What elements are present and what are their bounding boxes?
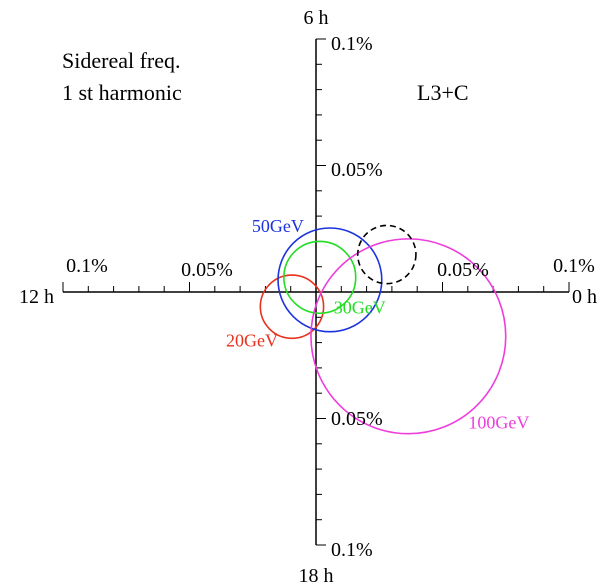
clock-label-18h: 18 h: [299, 565, 334, 587]
circle-50gev: [277, 227, 383, 333]
chart-title: Sidereal freq.: [62, 48, 181, 73]
tick-label-right-outer: 0.1%: [553, 255, 595, 277]
circle-dashed: [356, 224, 417, 285]
circle-label-30gev: 30GeV: [334, 297, 386, 317]
tick-label-bottom-inner: 0.05%: [331, 408, 383, 430]
circle-labels: 20GeV 30GeV 50GeV 100GeV: [226, 216, 529, 432]
circle-30gev: [283, 240, 357, 315]
circle-label-20gev: 20GeV: [226, 331, 278, 351]
amplitude-circles: [259, 224, 507, 435]
chart-subtitle: 1 st harmonic: [62, 80, 182, 105]
circle-100gev: [310, 238, 507, 435]
circle-label-50gev: 50GeV: [252, 216, 304, 236]
tick-label-left-outer: 0.1%: [66, 255, 108, 277]
experiment-label: L3+C: [417, 80, 469, 105]
tick-label-left-inner: 0.05%: [181, 259, 233, 281]
circle-20gev: [259, 274, 325, 340]
axes: [62, 38, 570, 546]
clock-label-12h: 12 h: [19, 286, 54, 308]
tick-label-top-outer: 0.1%: [331, 33, 373, 55]
clock-label-6h: 6 h: [304, 7, 329, 29]
circle-label-100gev: 100GeV: [468, 412, 529, 432]
clock-label-0h: 0 h: [572, 286, 597, 308]
tick-label-top-inner: 0.05%: [331, 159, 383, 181]
tick-label-right-inner: 0.05%: [437, 259, 489, 281]
tick-label-bottom-outer: 0.1%: [331, 539, 373, 561]
